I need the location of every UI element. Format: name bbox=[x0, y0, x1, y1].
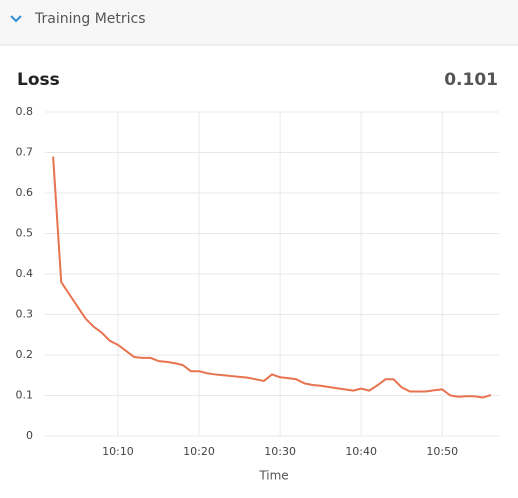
loss-line bbox=[52, 156, 492, 399]
y-tick-label: 0.4 bbox=[16, 267, 34, 280]
x-tick-label: 10:10 bbox=[102, 445, 134, 458]
x-tick-label: 10:50 bbox=[426, 445, 458, 458]
y-tick-label: 0.3 bbox=[16, 308, 34, 321]
chart-title: Loss bbox=[17, 70, 60, 90]
y-tick-label: 0.7 bbox=[16, 146, 34, 159]
y-tick-label: 0.5 bbox=[16, 227, 34, 240]
y-tick-label: 0.2 bbox=[16, 348, 34, 361]
y-tick-label: 0.1 bbox=[16, 389, 34, 402]
chevron[interactable] bbox=[10, 15, 22, 23]
header-bar[interactable] bbox=[0, 0, 518, 45]
x-tick-label: 10:20 bbox=[183, 445, 215, 458]
y-tick-label: 0.6 bbox=[16, 186, 34, 199]
current-value: 0.101 bbox=[444, 70, 498, 90]
x-tick-label: 10:30 bbox=[264, 445, 296, 458]
x-axis-label: Time bbox=[258, 469, 288, 483]
header-title: Training Metrics bbox=[34, 11, 146, 27]
y-tick-label: 0 bbox=[26, 429, 33, 442]
y-tick-label: 0.8 bbox=[16, 105, 34, 118]
x-tick-label: 10:40 bbox=[345, 445, 377, 458]
